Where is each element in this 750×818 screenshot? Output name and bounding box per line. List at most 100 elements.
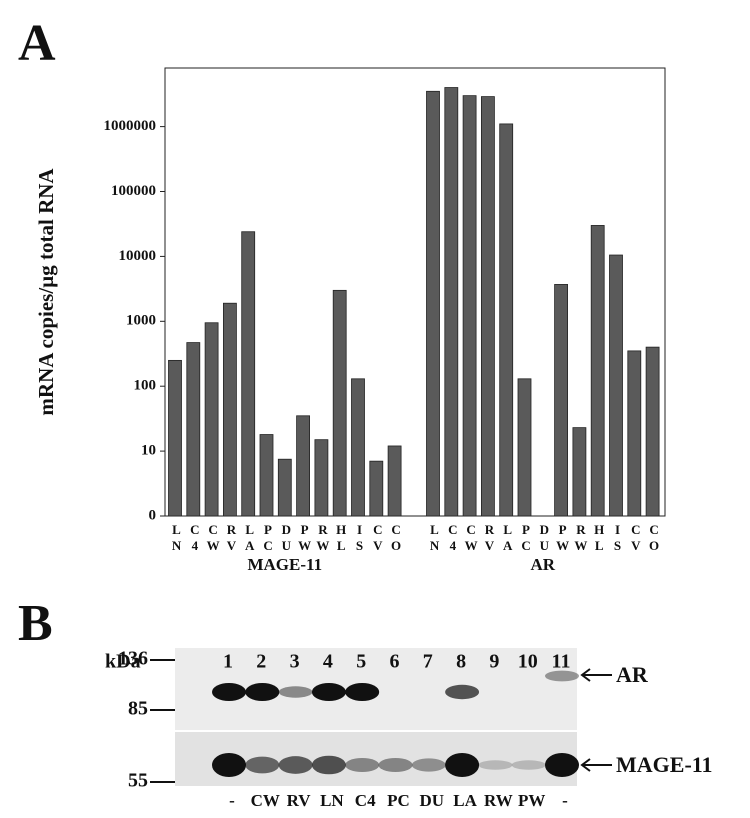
x-tick-label: CO [389,522,404,554]
bar [387,445,402,517]
x-tick-label: RV [224,522,239,554]
bar [351,378,365,517]
bar [572,427,587,517]
x-tick-label: LA [500,522,515,554]
lane-number: 1 [223,651,233,673]
plot-frame [164,67,666,517]
x-tick-label: DU [279,522,294,554]
lane-number: 7 [423,651,433,673]
bar [462,95,477,517]
y-tick-label: 10 [141,443,156,459]
blot-band [445,684,480,700]
blot-band [545,670,579,682]
bar [369,460,384,517]
x-tick-label: RW [573,522,588,554]
x-tick-label: LN [427,522,442,554]
lane-number: 11 [552,651,571,673]
lane-number: 3 [290,651,300,673]
x-tick-label: CW [464,522,479,554]
lane-label: PW [518,791,545,810]
x-tick-label: HL [592,522,607,554]
bar [241,231,256,517]
marker-label: 55 [128,770,148,792]
arrows [580,668,612,772]
lane-label: RW [484,791,513,810]
lane-label: C4 [355,791,376,810]
bar [444,87,459,517]
lane-label: - [562,791,568,810]
bar [204,322,219,517]
blot-band [545,753,579,777]
bar [426,90,440,517]
blot-band [511,760,546,770]
lane-label: CW [251,791,280,810]
lane-label: LN [320,791,344,810]
lane-number: 6 [390,651,400,673]
group-label: AR [531,555,556,574]
bar [222,302,237,517]
x-tick-label: CO [647,522,662,554]
bar [332,289,347,517]
x-tick-label: CV [628,522,643,554]
blot-band [311,755,346,775]
x-tick-label: LN [169,522,184,554]
group-label: MAGE-11 [247,555,322,574]
x-tick-label: PC [261,522,276,554]
band-label: MAGE-11 [616,752,713,777]
bar [627,350,642,517]
lane-label: LA [453,791,477,810]
blot-band [278,686,313,698]
bar [259,434,274,517]
panel-letter: B [18,595,53,652]
y-tick-label: 10000 [119,248,157,264]
x-tick-label: CV [370,522,385,554]
bar [554,284,568,517]
blot-band [278,756,313,774]
blot-band [411,758,446,772]
y-axis-label: mRNA copies/µg total RNA [34,168,58,416]
x-tick-label: C4 [445,522,460,554]
bar [277,458,292,517]
bar [645,346,660,517]
blot-band [311,683,346,701]
x-tick-label: PW [555,522,570,554]
lane-number: 4 [323,651,333,673]
bar [517,378,532,517]
lane-number: 5 [356,651,366,673]
lane-label: RV [287,791,312,810]
y-tick-label: 1000 [126,313,156,329]
band-label: AR [616,662,649,687]
x-tick-label: DU [537,522,552,554]
x-tick-label: CW [206,522,221,554]
bar [590,225,605,517]
x-tick-label: LA [242,522,257,554]
x-tick-label: RW [315,522,330,554]
lane-number: 10 [518,651,538,673]
blot-band [245,756,280,774]
lane-label: - [229,791,235,810]
bar [186,342,201,517]
x-tick-label: IS [610,522,625,554]
unit-label: kDa [105,651,141,673]
lane-number: 8 [456,651,466,673]
x-tick-label: PW [297,522,312,554]
blot-band [445,753,480,777]
bar [609,254,623,517]
x-tick-label: C4 [187,522,202,554]
bar [314,439,329,517]
blot-band [345,683,380,701]
blot-band [478,760,513,770]
y-tick-label: 100000 [111,183,156,199]
blot-band [345,757,380,773]
blot-band [212,683,246,701]
lane-label: DU [420,791,445,810]
bar [168,359,182,517]
x-tick-label: HL [334,522,349,554]
y-tick-label: 1000000 [104,118,157,134]
x-tick-label: IS [352,522,367,554]
lane-number: 2 [256,651,266,673]
x-tick-label: PC [519,522,534,554]
blot-band [245,683,280,701]
x-tick-label: RV [482,522,497,554]
